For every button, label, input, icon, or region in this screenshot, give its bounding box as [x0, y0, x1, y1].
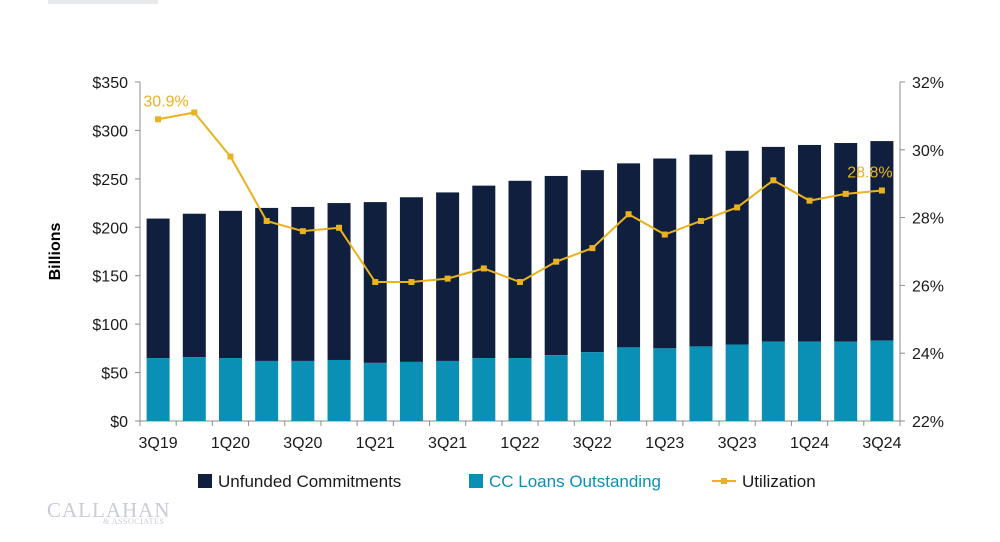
x-tick-label: 1Q21: [356, 435, 395, 452]
callahan-logo: CALLAHAN & ASSOCIATES: [47, 498, 177, 530]
utilization-point: [625, 211, 632, 218]
utilization-point: [263, 217, 270, 224]
y-tick-label: $200: [92, 220, 128, 237]
utilization-point: [842, 190, 849, 197]
bar-cc-loans-outstanding: [689, 346, 713, 421]
bar-cc-loans-outstanding: [291, 360, 315, 421]
x-tick-label: 3Q21: [428, 435, 467, 452]
legend-label-utilization: Utilization: [742, 472, 816, 491]
bar-unfunded-commitments: [182, 213, 206, 358]
utilization-point: [408, 279, 415, 286]
x-tick-label: 3Q20: [283, 435, 322, 452]
bar-cc-loans-outstanding: [617, 347, 641, 421]
bar-cc-loans-outstanding: [182, 357, 206, 421]
y-tick-label: $150: [92, 269, 128, 286]
bar-cc-loans-outstanding: [653, 348, 677, 421]
bar-unfunded-commitments: [472, 185, 496, 359]
bar-cc-loans-outstanding: [580, 352, 604, 421]
header-strip: [48, 0, 158, 4]
utilization-point: [661, 231, 668, 238]
utilization-data-label: 30.9%: [143, 93, 188, 110]
bar-cc-loans-outstanding: [255, 360, 279, 421]
bar-cc-loans-outstanding: [798, 341, 822, 421]
y-tick-label: $300: [92, 123, 128, 140]
utilization-point: [553, 258, 560, 265]
utilization-data-label: 28.8%: [847, 164, 892, 181]
bar-unfunded-commitments: [725, 150, 749, 345]
legend-label-unfunded: Unfunded Commitments: [218, 472, 401, 491]
bar-cc-loans-outstanding: [472, 358, 496, 421]
x-tick-label: 3Q22: [573, 435, 612, 452]
legend-label-loans: CC Loans Outstanding: [489, 472, 661, 491]
bar-unfunded-commitments: [653, 158, 677, 349]
utilization-point: [517, 279, 523, 286]
y-tick-label: $350: [92, 75, 128, 92]
utilization-point: [697, 217, 704, 224]
bar-cc-loans-outstanding: [508, 358, 532, 421]
utilization-point: [444, 275, 451, 282]
bar-unfunded-commitments: [544, 175, 568, 356]
bar-cc-loans-outstanding: [327, 359, 351, 421]
x-tick-label: 1Q22: [500, 435, 539, 452]
bar-cc-loans-outstanding: [399, 361, 423, 421]
utilization-point: [155, 116, 162, 123]
bar-unfunded-commitments: [580, 170, 604, 353]
y2-tick-label: 26%: [912, 278, 944, 295]
bar-cc-loans-outstanding: [363, 362, 387, 421]
utilization-point: [336, 224, 343, 231]
x-tick-label: 1Q20: [211, 435, 250, 452]
bar-unfunded-commitments: [146, 218, 170, 359]
y2-tick-label: 30%: [912, 143, 944, 160]
bar-unfunded-commitments: [508, 180, 532, 359]
x-tick-label: 1Q23: [645, 435, 684, 452]
utilization-point: [299, 228, 306, 235]
y-tick-label: $50: [101, 366, 128, 383]
bar-unfunded-commitments: [255, 207, 279, 361]
utilization-point: [806, 197, 813, 204]
y-axis-title: Billions: [47, 223, 64, 281]
utilization-point: [878, 187, 885, 194]
bar-unfunded-commitments: [761, 146, 785, 342]
y2-tick-label: 22%: [912, 414, 944, 431]
legend-swatch-loans: [469, 474, 483, 488]
bar-cc-loans-outstanding: [870, 340, 894, 421]
x-tick-label: 3Q24: [862, 435, 901, 452]
bar-cc-loans-outstanding: [146, 358, 170, 421]
logo-sub-text: & ASSOCIATES: [103, 517, 165, 526]
utilization-point: [227, 153, 234, 160]
bar-unfunded-commitments: [798, 144, 822, 342]
y-tick-label: $100: [92, 317, 128, 334]
bar-cc-loans-outstanding: [436, 360, 460, 421]
bar-unfunded-commitments: [291, 206, 315, 361]
bar-unfunded-commitments: [617, 163, 641, 348]
utilization-point: [372, 279, 379, 286]
x-tick-label: 3Q19: [139, 435, 178, 452]
bar-cc-loans-outstanding: [725, 344, 749, 421]
y2-tick-label: 24%: [912, 346, 944, 363]
bar-unfunded-commitments: [689, 154, 713, 347]
utilization-point: [191, 109, 198, 116]
bar-cc-loans-outstanding: [218, 358, 242, 421]
legend-swatch-unfunded: [198, 474, 212, 488]
utilization-point: [734, 204, 741, 211]
y-tick-label: $250: [92, 172, 128, 189]
utilization-point: [480, 265, 487, 272]
bar-cc-loans-outstanding: [544, 355, 568, 421]
bar-cc-loans-outstanding: [834, 341, 858, 421]
y2-tick-label: 28%: [912, 211, 944, 228]
y-tick-label: $0: [110, 414, 128, 431]
plot-area: $0 $50 $100 $150 $200 $250 $300 $350 22% 24% 26% 28…: [47, 75, 944, 491]
bar-cc-loans-outstanding: [761, 341, 785, 421]
bar-unfunded-commitments: [218, 210, 242, 359]
x-tick-label: 1Q24: [790, 435, 829, 452]
utilization-point: [770, 177, 777, 184]
legend-swatch-utilization-marker: [721, 478, 727, 484]
x-tick-label: 3Q23: [718, 435, 757, 452]
y2-tick-label: 32%: [912, 75, 944, 92]
utilization-point: [589, 245, 596, 252]
logo-main-text: CALLAHAN: [47, 498, 171, 522]
bar-unfunded-commitments: [327, 203, 351, 360]
